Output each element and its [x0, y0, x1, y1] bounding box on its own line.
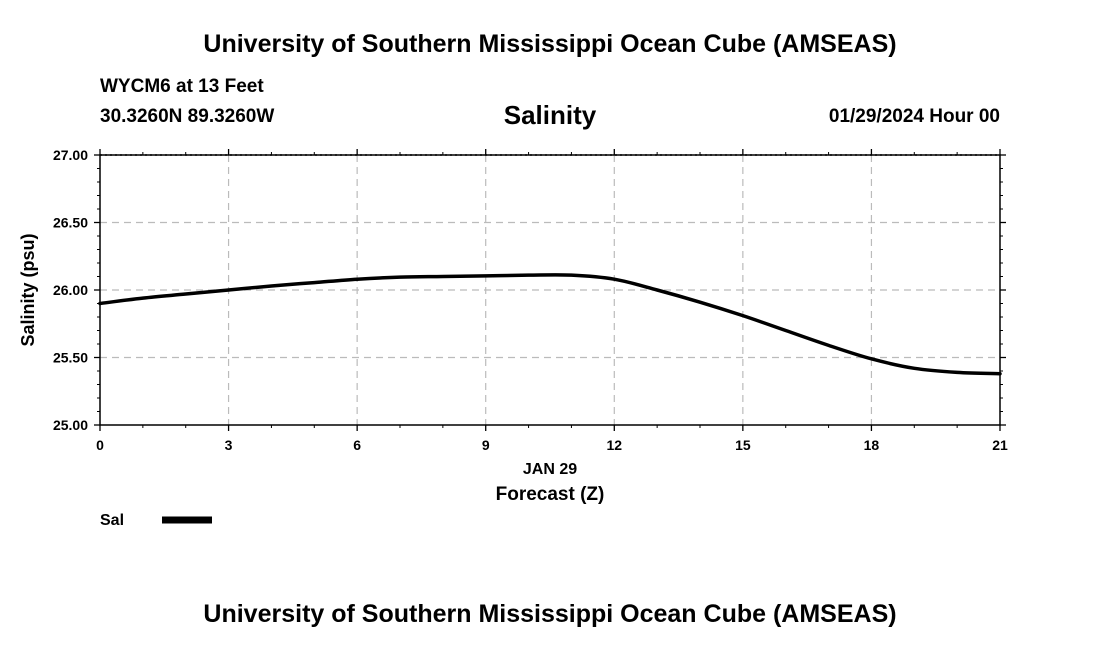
- x-tick-label: 6: [353, 437, 361, 453]
- y-tick-label: 27.00: [53, 147, 88, 163]
- forecast-datetime: 01/29/2024 Hour 00: [828, 106, 1000, 127]
- salinity-series-line: [98, 273, 1002, 376]
- axis-labels: 0 3 6 9 12 15 18 21 25.00 25.50 26.00 26.50 27.00: [53, 147, 1008, 453]
- y-tick-label: 26.50: [53, 215, 88, 231]
- x-tick-label: 3: [225, 437, 233, 453]
- axis-ticks: [94, 149, 1006, 431]
- x-tick-label: 9: [482, 437, 490, 453]
- station-label: WYCM6 at 13 Feet: [100, 76, 264, 97]
- page-title: University of Southern Mississippi Ocean…: [203, 30, 897, 58]
- y-axis-label: Salinity (psu): [18, 233, 38, 346]
- footer-title: University of Southern Mississippi Ocean…: [203, 600, 897, 628]
- x-axis-date-label: JAN 29: [523, 461, 577, 478]
- x-tick-label: 21: [992, 437, 1008, 453]
- x-tick-label: 15: [735, 437, 751, 453]
- legend-label: Sal: [100, 512, 124, 529]
- chart-title: Salinity: [503, 100, 597, 130]
- y-tick-label: 25.50: [53, 350, 88, 366]
- y-tick-label: 25.00: [53, 417, 88, 433]
- x-axis-label: Forecast (Z): [496, 484, 605, 505]
- x-tick-label: 18: [864, 437, 880, 453]
- y-tick-label: 26.00: [53, 282, 88, 298]
- x-tick-label: 12: [606, 437, 622, 453]
- x-tick-label: 0: [96, 437, 104, 453]
- station-coordinates: 30.3260N 89.3260W: [100, 106, 275, 127]
